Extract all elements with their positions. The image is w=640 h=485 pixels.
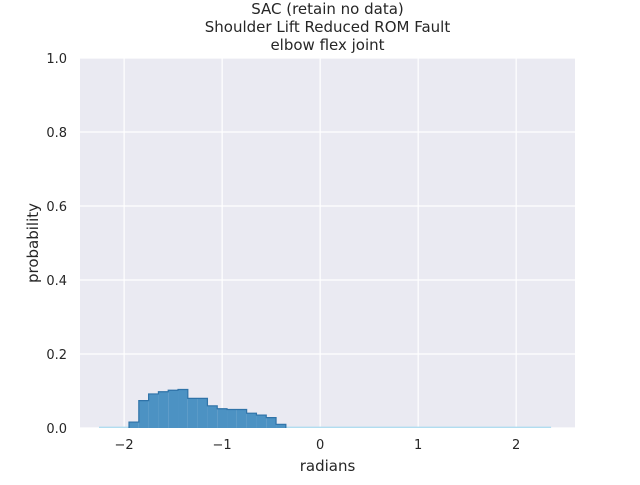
plot-background	[80, 58, 575, 428]
bar	[168, 390, 179, 428]
x-tick-label: −1	[213, 438, 232, 453]
bar	[178, 389, 188, 428]
y-tick-label: 0.4	[46, 274, 67, 289]
series-0	[99, 426, 552, 428]
histogram-bars	[99, 388, 552, 428]
y-tick-labels: 0.0 0.2 0.4 0.6 0.8 1.0	[46, 52, 67, 437]
title-line: Shoulder Lift Reduced ROM Fault	[205, 18, 451, 36]
y-tick-label: 1.0	[46, 52, 67, 67]
bar	[246, 413, 257, 428]
bar	[217, 408, 228, 428]
bar	[158, 391, 169, 428]
bar	[138, 400, 149, 428]
title-line: SAC (retain no data)	[251, 0, 404, 18]
chart-title: SAC (retain no data)Shoulder Lift Reduce…	[205, 0, 451, 54]
series-outline	[99, 426, 552, 428]
y-axis-label: probability	[24, 203, 42, 283]
title-line: elbow flex joint	[270, 36, 384, 54]
y-tick-label: 0.6	[46, 200, 67, 215]
bar	[148, 393, 159, 428]
bar	[227, 409, 237, 428]
y-tick-label: 0.2	[46, 348, 67, 363]
x-tick-label: 1	[414, 438, 422, 453]
y-tick-label: 0.0	[46, 422, 67, 437]
x-tick-label: 2	[512, 438, 520, 453]
bar	[266, 417, 277, 428]
series-1	[128, 388, 287, 428]
y-tick-label: 0.8	[46, 126, 67, 141]
bar	[276, 424, 286, 428]
x-tick-label: 0	[316, 438, 324, 453]
bar	[129, 422, 139, 428]
bar	[236, 409, 247, 428]
x-axis-label: radians	[300, 457, 356, 475]
bar	[197, 398, 208, 428]
x-tick-label: −2	[115, 438, 134, 453]
bar	[207, 405, 218, 428]
bar	[187, 398, 198, 428]
x-tick-labels: −2 −1 0 1 2	[115, 438, 521, 453]
bar	[256, 415, 267, 428]
series-outline	[128, 388, 287, 428]
